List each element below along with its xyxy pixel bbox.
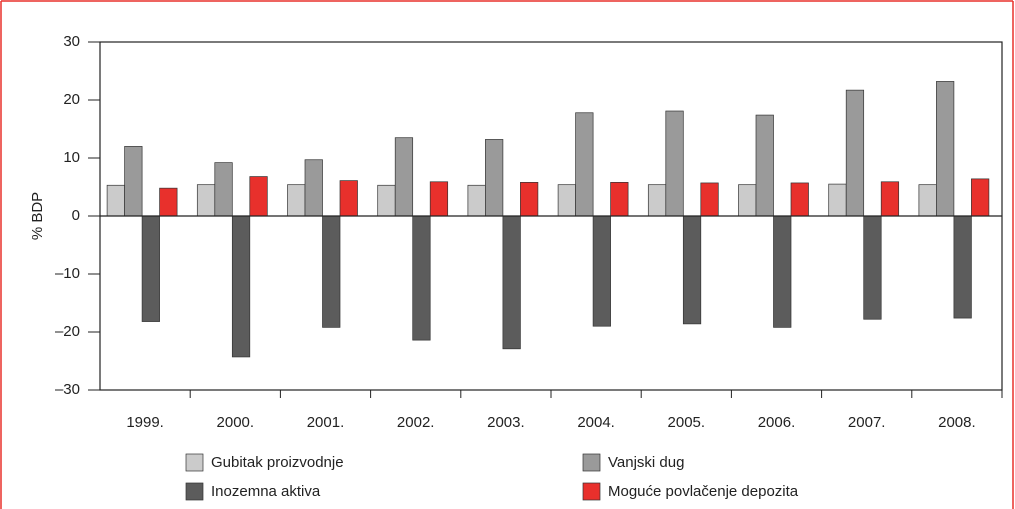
bar xyxy=(485,139,504,217)
bar xyxy=(377,184,396,217)
legend-swatch xyxy=(185,482,204,501)
bar xyxy=(520,182,539,217)
x-tick-label: 2001. xyxy=(307,414,345,431)
bar xyxy=(249,176,268,217)
legend-swatch xyxy=(582,482,601,501)
bar xyxy=(828,183,847,217)
bar xyxy=(467,184,486,217)
y-tick-label: 20 xyxy=(63,91,80,108)
x-tick-label: 2006. xyxy=(758,414,796,431)
bar xyxy=(971,178,990,217)
bar xyxy=(592,215,611,327)
bar xyxy=(738,184,757,217)
bar xyxy=(124,146,143,217)
bar xyxy=(755,114,774,217)
x-tick-label: 2005. xyxy=(668,414,706,431)
bar xyxy=(953,215,972,319)
legend-swatch xyxy=(185,453,204,472)
bar xyxy=(880,181,900,217)
legend-label: Moguće povlačenje depozita xyxy=(608,483,799,500)
bar xyxy=(502,215,521,350)
y-tick-label: –20 xyxy=(55,323,80,340)
bar xyxy=(429,181,449,217)
bar xyxy=(682,215,702,325)
bar xyxy=(863,215,882,320)
bar xyxy=(141,215,160,322)
bar xyxy=(845,89,865,217)
y-tick-label: –30 xyxy=(55,381,80,398)
bar xyxy=(700,182,719,217)
bar xyxy=(412,215,431,341)
bar xyxy=(394,137,414,217)
x-tick-label: 1999. xyxy=(126,414,164,431)
x-tick-label: 2000. xyxy=(217,414,255,431)
y-axis-label: % BDP xyxy=(29,192,46,240)
y-tick-label: 0 xyxy=(72,207,80,224)
bar xyxy=(106,184,125,217)
bar xyxy=(665,110,684,217)
bar xyxy=(339,180,358,217)
bar xyxy=(159,187,178,217)
y-tick-label: 10 xyxy=(63,149,80,166)
bar xyxy=(918,184,937,217)
y-tick-label: –10 xyxy=(55,265,80,282)
bar xyxy=(610,182,629,217)
bar xyxy=(557,184,576,217)
legend-label: Gubitak proizvodnje xyxy=(211,454,344,471)
x-tick-label: 2002. xyxy=(397,414,435,431)
bar xyxy=(936,81,955,217)
y-tick-label: 30 xyxy=(63,33,80,50)
legend-swatch xyxy=(582,453,601,472)
bar xyxy=(287,184,306,217)
bar xyxy=(575,112,594,217)
bar xyxy=(790,182,809,217)
legend-label: Vanjski dug xyxy=(608,454,684,471)
bar xyxy=(214,162,233,217)
plot-frame xyxy=(99,41,1003,391)
x-tick-label: 2003. xyxy=(487,414,525,431)
bar xyxy=(304,159,323,217)
bar xyxy=(196,184,216,217)
x-tick-label: 2008. xyxy=(938,414,976,431)
x-tick-label: 2004. xyxy=(577,414,615,431)
bar xyxy=(647,184,667,217)
x-tick-label: 2007. xyxy=(848,414,886,431)
bar xyxy=(773,215,792,328)
bar xyxy=(231,215,251,358)
bar xyxy=(322,215,341,328)
legend-label: Inozemna aktiva xyxy=(211,483,321,500)
